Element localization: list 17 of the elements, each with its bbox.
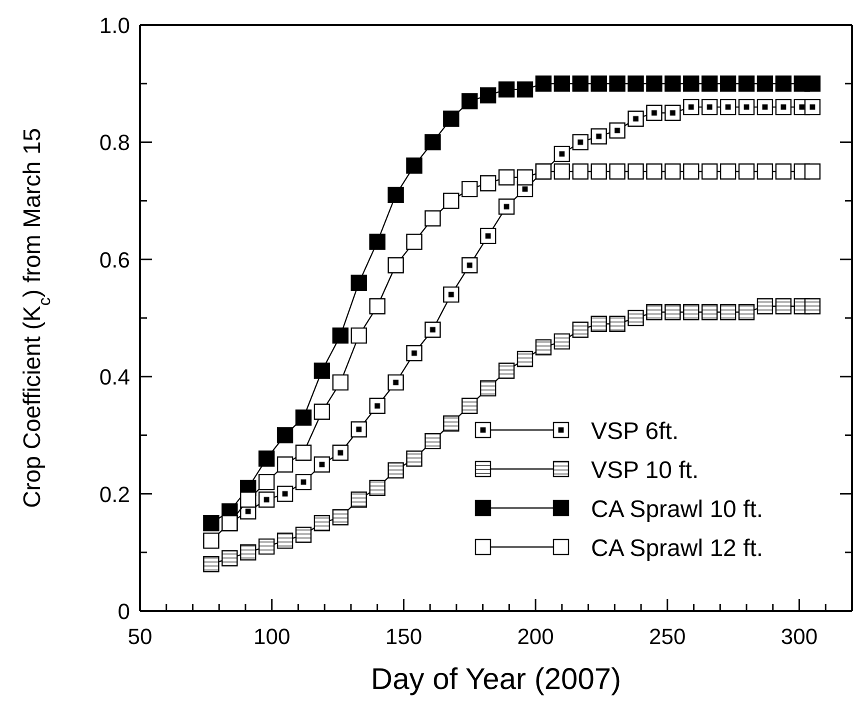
x-tick-label: 150 [385,624,422,649]
y-tick-label: 0.4 [99,364,130,390]
legend-label: CA Sprawl 12 ft. [591,535,764,562]
x-axis-title: Day of Year (2007) [370,663,622,696]
y-tick-label: 0.6 [99,247,130,272]
x-tick-label: 50 [128,624,152,649]
x-tick-label: 300 [780,624,818,649]
y-tick-label: 1.0 [99,13,130,38]
y-tick-label: 0.2 [99,482,130,507]
y-tick-label: 0.8 [99,130,130,156]
legend-label: VSP 10 ft. [591,457,699,484]
x-tick-label: 200 [517,624,554,649]
x-tick-label: 100 [253,624,290,649]
legend-label: CA Sprawl 10 ft. [591,496,764,523]
x-tick-label: 250 [649,624,686,649]
legend-label: VSP 6ft. [591,418,679,445]
y-tick-label: 0 [118,599,130,624]
